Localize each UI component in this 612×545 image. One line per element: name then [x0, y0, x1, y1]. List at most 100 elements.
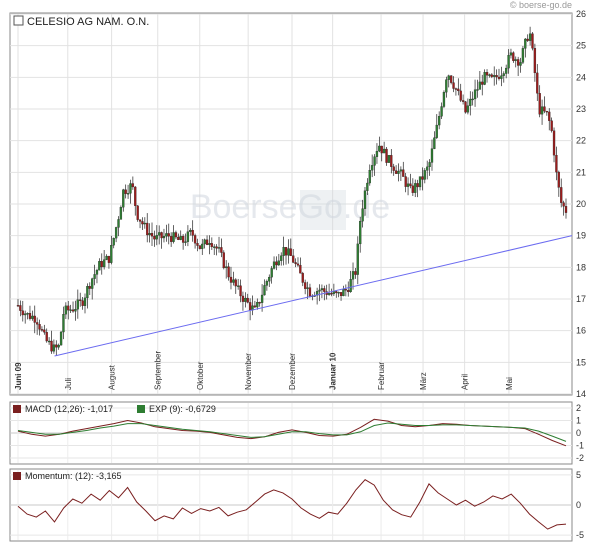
candle-body [430, 148, 434, 163]
price-y-tick-label: 19 [576, 231, 586, 241]
candle-body [454, 88, 458, 90]
exp-legend-swatch [137, 405, 145, 413]
exp-legend-label: EXP (9): -0,6729 [149, 404, 216, 414]
title-checkbox[interactable] [13, 15, 24, 26]
candle-body [505, 67, 508, 74]
candle-body [373, 156, 376, 166]
macd-y-axis: -2 -1 0 1 2 [576, 403, 584, 463]
candle-body [378, 145, 381, 152]
candle-body [38, 324, 41, 330]
macd-y-tick-label: 1 [576, 416, 581, 426]
month-label: Juni 09 [14, 362, 23, 390]
candle-body [160, 232, 163, 239]
candle-body [253, 305, 257, 308]
month-label: Dezember [288, 353, 297, 390]
momentum-y-tick-label: 5 [576, 470, 581, 480]
candle-body [91, 278, 94, 289]
watermark: BoerseGo.de [190, 188, 390, 226]
candle-body [351, 271, 355, 280]
candle-body [146, 222, 149, 236]
candle-body [143, 222, 146, 225]
candle-body [445, 79, 448, 93]
candle-body [488, 74, 491, 76]
candle-body [26, 313, 29, 315]
candle-body [112, 237, 115, 246]
price-y-tick-label: 15 [576, 357, 586, 367]
candle-body [294, 262, 297, 265]
candle-body [153, 236, 156, 240]
candle-body [260, 294, 264, 303]
candle-body [512, 52, 515, 61]
macd-legend-label: MACD (12,26): -1,017 [25, 404, 113, 414]
candle-body [349, 279, 352, 293]
candle-body [447, 75, 450, 80]
candle-body [62, 314, 65, 333]
candle-body [174, 232, 178, 238]
candle-body [416, 183, 419, 188]
candle-body [95, 269, 99, 275]
candle-body [45, 332, 48, 342]
chart-title: CELESIO AG NAM. O.N. [27, 16, 149, 28]
candle-body [557, 171, 560, 188]
candle-body [382, 148, 386, 154]
candle-body [452, 82, 455, 89]
candle-body [354, 271, 357, 275]
candle-body [538, 93, 541, 115]
candle-body [205, 239, 209, 245]
candle-body [208, 243, 211, 245]
candle-body [536, 72, 539, 94]
candle-body [126, 193, 130, 195]
candle-body [478, 81, 482, 90]
candle-body [548, 111, 551, 121]
candle-body [497, 76, 501, 79]
price-y-tick-label: 22 [576, 136, 586, 146]
candle-body [196, 243, 199, 246]
candle-body [299, 265, 302, 274]
candle-body [227, 266, 230, 278]
candle-body [481, 81, 484, 85]
candle-body [275, 261, 278, 266]
candle-body [74, 309, 77, 312]
candle-body [337, 292, 340, 294]
candle-body [81, 300, 84, 306]
candle-body [277, 260, 280, 266]
momentum-series-line-0 [17, 479, 567, 530]
candle-body [248, 302, 252, 311]
candle-body [402, 169, 405, 177]
candle-body [545, 110, 549, 113]
candle-body [507, 55, 510, 69]
candle-body [21, 310, 24, 316]
candle-body [88, 286, 91, 289]
candle-body [399, 169, 403, 172]
candle-body [105, 255, 108, 260]
candle-body [59, 331, 63, 346]
candle-body [220, 247, 223, 253]
candle-body [69, 309, 72, 311]
candle-body [102, 259, 106, 268]
candle-body [516, 59, 520, 66]
candle-body [19, 305, 22, 311]
candle-body [117, 219, 120, 228]
candle-body [562, 202, 565, 207]
month-label: Januar 10 [329, 352, 338, 390]
momentum-series [17, 479, 567, 530]
candle-body [181, 235, 185, 243]
candle-body [198, 245, 202, 249]
candle-body [540, 106, 544, 115]
candle-body [98, 261, 101, 271]
macd-series-line-1 [17, 422, 567, 442]
month-label: Februar [377, 362, 386, 390]
price-y-tick-label: 20 [576, 199, 586, 209]
candle-body [31, 315, 34, 319]
candle-body [318, 289, 321, 292]
candle-body [86, 286, 89, 299]
candle-body [287, 248, 290, 256]
price-y-tick-label: 25 [576, 41, 586, 51]
candle-body [110, 245, 113, 263]
candle-body [509, 52, 513, 56]
candle-body [502, 73, 505, 76]
month-label: Juli [64, 378, 73, 390]
candle-body [131, 183, 135, 188]
month-label: April [461, 374, 470, 390]
